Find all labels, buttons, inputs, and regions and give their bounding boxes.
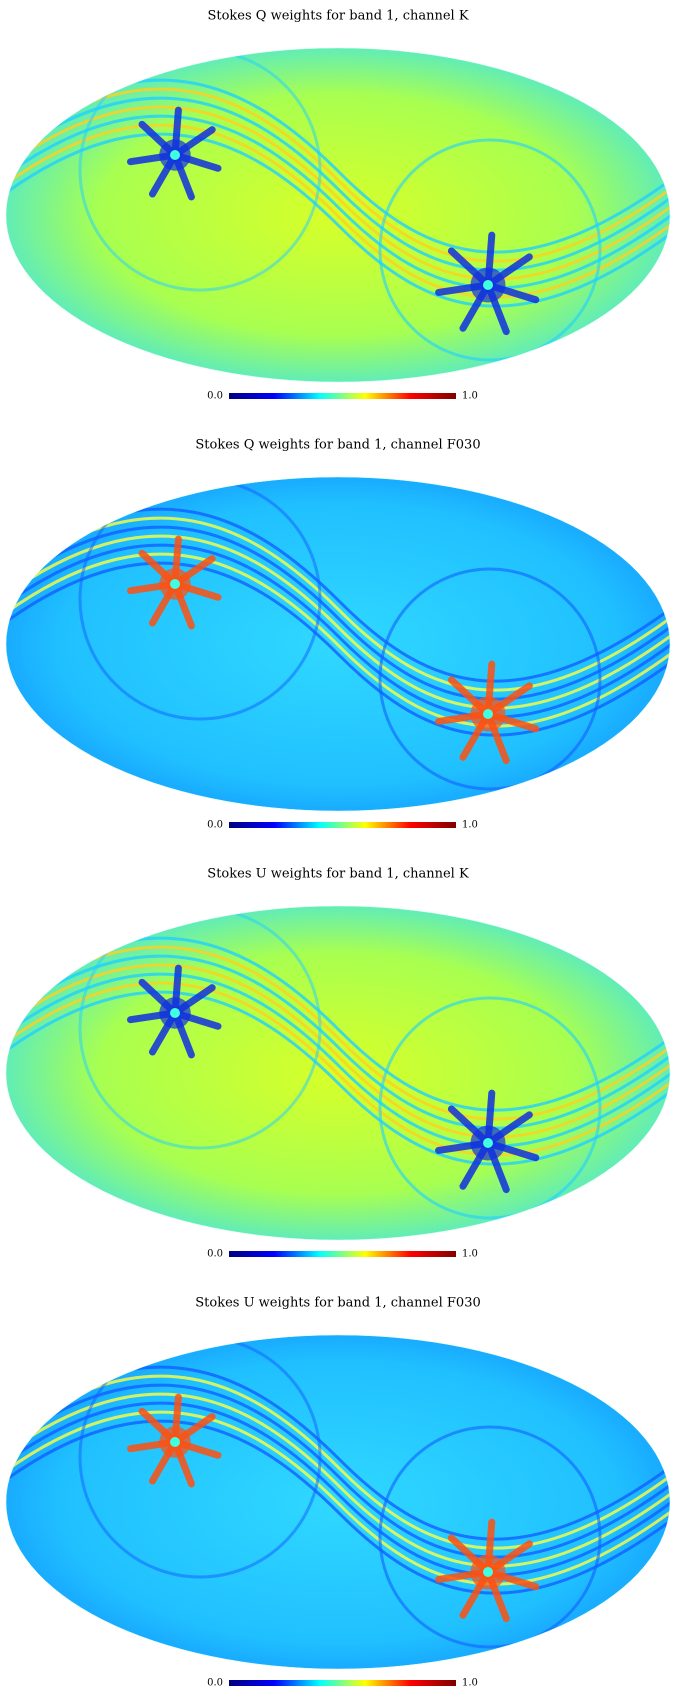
- colorbar-ramp: [229, 1251, 456, 1257]
- colorbar-label: 1.0: [462, 820, 478, 831]
- panel: Stokes Q weights for band 1, channel K 0.…: [0, 9, 676, 402]
- chart-title: Stokes U weights for band 1, channel F03…: [195, 1296, 481, 1311]
- colorbar-label: 1.0: [462, 1678, 478, 1687]
- panel: Stokes U weights for band 1, channel F03…: [0, 1296, 676, 1687]
- colorbar-label: 1.0: [462, 391, 478, 402]
- panel: Stokes Q weights for band 1, channel F03…: [0, 438, 676, 831]
- panel: Stokes U weights for band 1, channel K 0.…: [0, 867, 676, 1260]
- figure: Stokes Q weights for band 1, channel K 0.…: [0, 0, 676, 1687]
- colorbar-label: 0.0: [207, 820, 223, 831]
- chart-title: Stokes Q weights for band 1, channel F03…: [195, 438, 480, 453]
- colorbar-ramp: [229, 822, 456, 828]
- colorbar: 0.0 1.0: [207, 391, 478, 402]
- colorbar-ramp: [229, 393, 456, 399]
- colorbar-label: 0.0: [207, 1249, 223, 1260]
- colorbar-label: 0.0: [207, 391, 223, 402]
- colorbar-label: 0.0: [207, 1678, 223, 1687]
- colorbar: 0.0 1.0: [207, 1249, 478, 1260]
- colorbar: 0.0 1.0: [207, 1678, 478, 1687]
- colorbar-ramp: [229, 1680, 456, 1686]
- chart-title: Stokes U weights for band 1, channel K: [207, 867, 469, 882]
- chart-title: Stokes Q weights for band 1, channel K: [207, 9, 468, 24]
- colorbar-label: 1.0: [462, 1249, 478, 1260]
- colorbar: 0.0 1.0: [207, 820, 478, 831]
